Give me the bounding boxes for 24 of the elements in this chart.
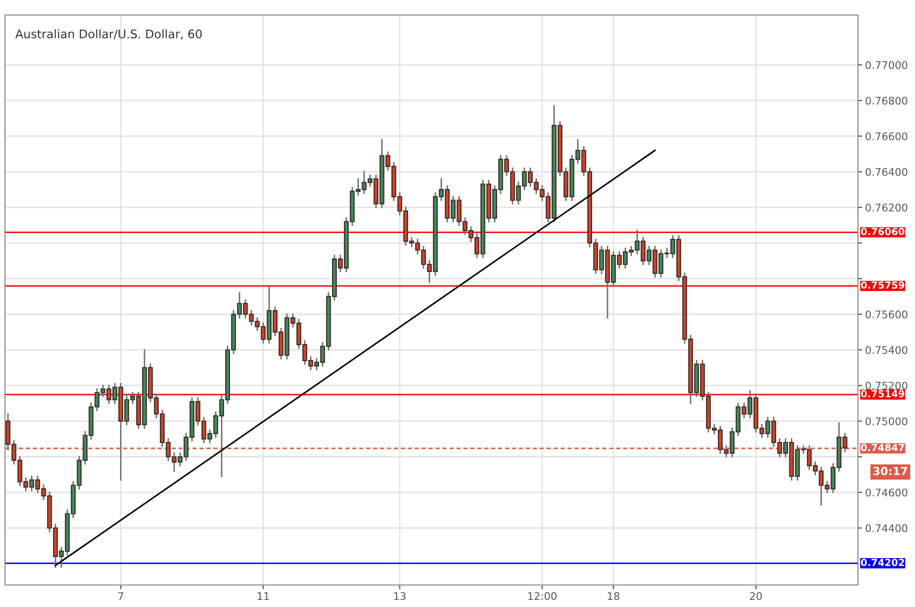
y-tick-label: 0.74400 <box>866 524 908 532</box>
ref-line-label: 0.74202 <box>861 558 904 566</box>
text: 30:17 <box>873 466 908 476</box>
ref-line-label: 0.74847 <box>861 444 904 452</box>
ref-line-label: 0.75149 <box>861 390 904 398</box>
y-tick-label: 0.75200 <box>866 382 908 390</box>
y-tick-label: 0.77000 <box>866 61 908 69</box>
y-tick-label: 0.76400 <box>866 168 908 176</box>
x-tick-label: 13 <box>394 592 406 600</box>
ref-line-label: 0.75759 <box>861 281 904 289</box>
y-tick-label: 0.76200 <box>866 204 908 212</box>
x-tick-label: 20 <box>750 592 762 600</box>
y-tick-label: 0.75400 <box>866 346 908 354</box>
x-tick-label: 11 <box>258 592 269 600</box>
x-tick-label: 7 <box>118 592 124 600</box>
y-tick-label: 0.75000 <box>866 417 908 426</box>
y-tick-label: 0.76800 <box>866 96 908 105</box>
ref-line-label: 0.76060 <box>861 228 904 236</box>
y-tick-label: 0.75600 <box>866 310 908 318</box>
x-tick-label: 12:00 <box>528 592 557 600</box>
text: Australian Dollar/U.S. Dollar, 60 <box>15 29 202 40</box>
y-tick-label: 0.74600 <box>866 488 908 496</box>
y-tick-label: 0.76600 <box>866 132 908 140</box>
x-tick-label: 18 <box>608 592 620 600</box>
